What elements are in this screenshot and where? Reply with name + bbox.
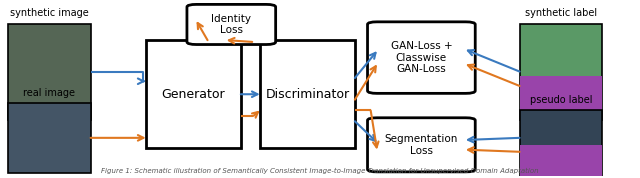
Text: synthetic label: synthetic label	[525, 8, 597, 18]
Text: pseudo label: pseudo label	[529, 95, 592, 105]
FancyBboxPatch shape	[520, 24, 602, 120]
Text: Discriminator: Discriminator	[265, 88, 349, 101]
Text: Identity
Loss: Identity Loss	[211, 14, 252, 35]
FancyBboxPatch shape	[146, 40, 241, 148]
FancyBboxPatch shape	[520, 145, 602, 178]
FancyBboxPatch shape	[187, 4, 276, 45]
FancyBboxPatch shape	[520, 76, 602, 120]
FancyBboxPatch shape	[367, 22, 476, 93]
FancyBboxPatch shape	[8, 103, 91, 173]
Text: GAN-Loss +
Classwise
GAN-Loss: GAN-Loss + Classwise GAN-Loss	[390, 41, 452, 74]
Text: synthetic image: synthetic image	[10, 8, 89, 18]
Text: real image: real image	[24, 88, 76, 98]
FancyBboxPatch shape	[8, 24, 91, 120]
FancyBboxPatch shape	[367, 118, 476, 172]
Text: Figure 1: Schematic illustration of Semantically Consistent Image-to-Image Trans: Figure 1: Schematic illustration of Sema…	[101, 168, 539, 174]
Text: Segmentation
Loss: Segmentation Loss	[385, 134, 458, 156]
Text: Generator: Generator	[161, 88, 225, 101]
FancyBboxPatch shape	[520, 110, 602, 178]
FancyBboxPatch shape	[260, 40, 355, 148]
